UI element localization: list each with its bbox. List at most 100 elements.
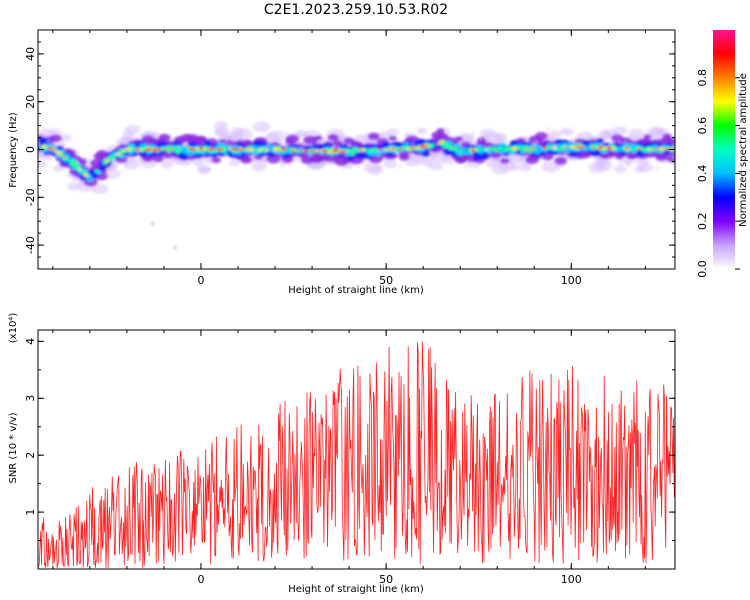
colorbar-tick-label: 0.6: [696, 117, 709, 135]
y-tick-label: 4: [24, 338, 37, 345]
ridge-blob: [577, 142, 583, 147]
ridge-blob: [310, 149, 315, 153]
ridge-blob: [157, 148, 162, 152]
ridge-blob: [438, 140, 444, 144]
colorbar-gradient: [713, 30, 735, 269]
ridge-blob: [285, 138, 296, 145]
ridge-blob: [367, 132, 380, 141]
ridge-blob: [359, 150, 363, 153]
ridge-blob: [49, 134, 62, 143]
ridge-blob: [343, 137, 355, 145]
ridge-blob: [195, 147, 200, 151]
ridge-blob: [188, 147, 194, 151]
ridge-blob: [436, 143, 440, 146]
ridge-blob: [170, 148, 174, 151]
snr-y-label: SNR (10 * v/v): [8, 412, 19, 483]
x-tick-label: 50: [379, 573, 393, 586]
ridge-blob: [491, 146, 498, 151]
ridge-blob: [258, 148, 263, 152]
ridge-blob: [588, 161, 607, 174]
ridge-blob: [573, 145, 578, 149]
ridge-blob: [95, 172, 108, 181]
x-tick-label: 0: [197, 274, 204, 287]
ridge-blob: [431, 131, 446, 140]
ridge-blob: [251, 161, 267, 172]
ridge-blob: [298, 149, 302, 152]
colorbar-label: Normalized spectral amplitude: [738, 73, 749, 227]
ridge-blob: [582, 147, 588, 152]
ridge-speck: [565, 130, 569, 134]
ridge-blob: [497, 146, 502, 150]
ridge-blob: [268, 130, 286, 142]
ridge-speck: [573, 140, 577, 144]
ridge-blob: [526, 148, 534, 153]
ridge-blob: [509, 140, 518, 146]
ridge-blob: [618, 150, 625, 155]
spectrogram-x-ticks: 0 50 100: [52, 30, 646, 287]
ridge-speck: [494, 136, 498, 140]
ridge-speck: [285, 131, 289, 135]
ridge-blob: [526, 147, 530, 150]
ridge-blob: [428, 143, 435, 148]
ridge-blob: [290, 149, 295, 152]
ridge-blob: [664, 148, 669, 151]
ridge-speck: [225, 140, 229, 144]
ridge-speck: [564, 144, 568, 148]
ridge-blob: [405, 147, 410, 150]
ridge-blob: [510, 164, 521, 171]
ridge-blob: [216, 148, 221, 151]
ridge-blob: [175, 147, 181, 150]
ridge-blob: [580, 146, 585, 149]
ridge-blob: [399, 147, 403, 150]
ridge-speck: [151, 221, 155, 226]
ridge-blob: [541, 160, 560, 173]
ridge-blob: [535, 146, 544, 152]
ridge-blob: [636, 147, 641, 151]
ridge-blob: [502, 148, 507, 152]
ridge-blob: [394, 146, 400, 150]
ridge-blob: [641, 147, 648, 153]
figure-title: C2E1.2023.259.10.53.R02: [264, 2, 448, 18]
ridge-blob: [398, 153, 410, 161]
colorbar: 0.0 0.2 0.4 0.6 0.8 Normalized spectral ampl…: [696, 30, 749, 278]
ridge-blob: [283, 149, 287, 151]
ridge-blob: [443, 148, 455, 156]
ridge-blob: [115, 153, 119, 156]
ridge-blob: [385, 149, 389, 152]
x-tick-label: 0: [197, 573, 204, 586]
ridge-blob: [653, 129, 665, 137]
ridge-blob: [486, 150, 492, 154]
ridge-blob: [598, 151, 611, 159]
ridge-blob: [391, 147, 396, 150]
ridge-blob: [123, 159, 140, 170]
ridge-blob: [429, 161, 444, 171]
ridge-blob: [81, 170, 88, 175]
ridge-blob: [38, 160, 47, 169]
ridge-blob: [97, 166, 106, 171]
ridge-blob: [484, 148, 489, 151]
ridge-blob: [138, 149, 143, 152]
ridge-speck: [478, 137, 482, 141]
ridge-blob: [457, 150, 463, 154]
ridge-blob: [307, 162, 319, 170]
ridge-blob: [531, 147, 536, 150]
ridge-blob: [228, 147, 232, 150]
snr-frame: [37, 329, 676, 570]
y-tick-label: -20: [24, 188, 37, 206]
ridge-blob: [182, 154, 189, 159]
ridge-blob: [128, 147, 133, 150]
ridge-blob: [535, 131, 548, 140]
ridge-blob: [410, 146, 415, 149]
y-tick-label: 3: [24, 395, 37, 402]
ridge-blob: [332, 140, 343, 147]
colorbar-tick-label: 0.8: [696, 69, 709, 87]
ridge-blob: [67, 182, 81, 191]
spectrogram-y-ticks: -40 -20 0 20 40: [24, 41, 675, 258]
ridge-blob: [322, 149, 328, 153]
ridge-blob: [228, 159, 241, 167]
spectrogram-y-label: Frequency (Hz): [8, 112, 19, 188]
ridge-blob: [250, 149, 255, 152]
ridge-blob: [94, 169, 100, 173]
ridge-blob: [197, 165, 212, 174]
